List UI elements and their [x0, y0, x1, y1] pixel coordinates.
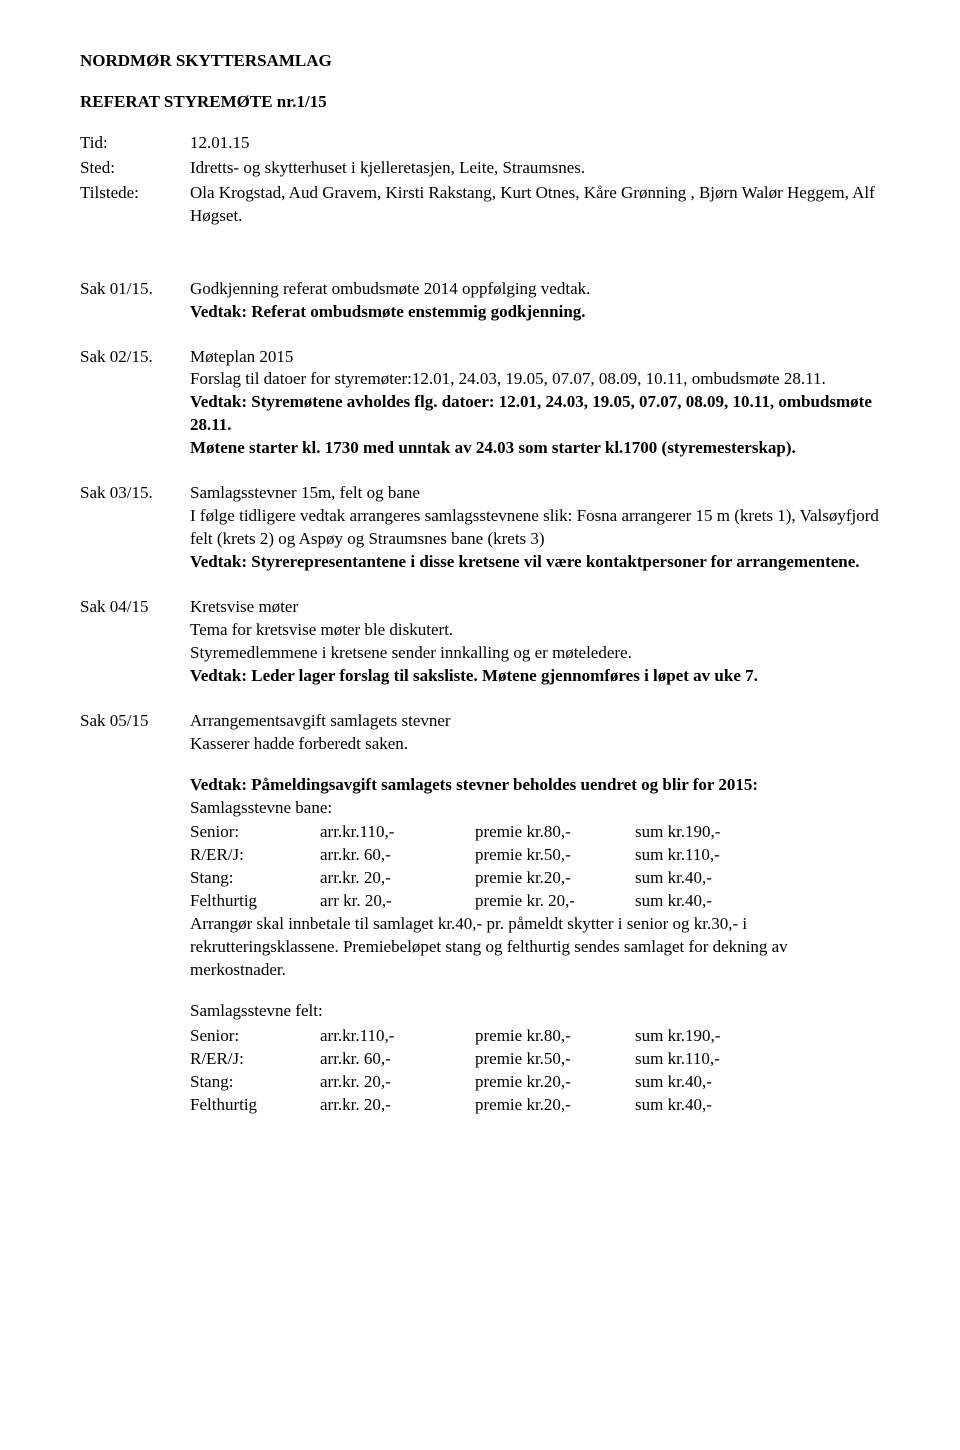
- price-cell: Stang:: [190, 867, 320, 890]
- sak-05: Sak 05/15 Arrangementsavgift samlagets s…: [80, 710, 880, 1117]
- price-cell: premie kr.50,-: [475, 1048, 635, 1071]
- price-cell: arr.kr. 20,-: [320, 1071, 475, 1094]
- doc-subtitle: REFERAT STYREMØTE nr.1/15: [80, 91, 880, 114]
- sak-02-line: Forslag til datoer for styremøter:12.01,…: [190, 368, 880, 391]
- price-cell: premie kr.20,-: [475, 867, 635, 890]
- meta-sted-value: Idretts- og skytterhuset i kjelleretasje…: [190, 157, 880, 180]
- price-cell: sum kr.190,-: [635, 821, 785, 844]
- sak-04-vedtak: Vedtak: Leder lager forslag til sakslist…: [190, 665, 880, 688]
- sak-02-vedtak: Vedtak: Styremøtene avholdes flg. datoer…: [190, 391, 880, 437]
- sak-02-vedtak: Møtene starter kl. 1730 med unntak av 24…: [190, 437, 880, 460]
- sak-05-line: Kasserer hadde forberedt saken.: [190, 733, 880, 756]
- sak-05-bane-heading: Samlagsstevne bane:: [190, 797, 880, 820]
- sak-04-label: Sak 04/15: [80, 596, 190, 688]
- price-cell: sum kr.40,-: [635, 867, 785, 890]
- sak-01-label: Sak 01/15.: [80, 278, 190, 324]
- price-cell: premie kr. 20,-: [475, 890, 635, 913]
- sak-05-label: Sak 05/15: [80, 710, 190, 1117]
- meta-block: Tid: 12.01.15 Sted: Idretts- og skytterh…: [80, 132, 880, 228]
- price-cell: R/ER/J:: [190, 1048, 320, 1071]
- sak-05-bane-note: Arrangør skal innbetale til samlaget kr.…: [190, 913, 880, 982]
- price-cell: premie kr.80,-: [475, 1025, 635, 1048]
- price-cell: arr kr. 20,-: [320, 890, 475, 913]
- sak-05-line: Arrangementsavgift samlagets stevner: [190, 710, 880, 733]
- price-cell: premie kr.20,-: [475, 1094, 635, 1117]
- sak-03-vedtak: Vedtak: Styrerepresentantene i disse kre…: [190, 551, 880, 574]
- meta-tid-label: Tid:: [80, 132, 190, 155]
- sak-03: Sak 03/15. Samlagsstevner 15m, felt og b…: [80, 482, 880, 574]
- sak-02-line: Møteplan 2015: [190, 346, 880, 369]
- price-cell: arr.kr. 20,-: [320, 1094, 475, 1117]
- sak-02-label: Sak 02/15.: [80, 346, 190, 461]
- price-cell: R/ER/J:: [190, 844, 320, 867]
- table-row: Felthurtig arr kr. 20,- premie kr. 20,- …: [190, 890, 880, 913]
- price-cell: sum kr.40,-: [635, 1094, 785, 1117]
- price-cell: arr.kr.110,-: [320, 1025, 475, 1048]
- table-row: Senior: arr.kr.110,- premie kr.80,- sum …: [190, 821, 880, 844]
- meta-tilstede-value: Ola Krogstad, Aud Gravem, Kirsti Rakstan…: [190, 182, 880, 228]
- price-cell: premie kr.80,-: [475, 821, 635, 844]
- price-cell: sum kr.110,-: [635, 1048, 785, 1071]
- table-row: R/ER/J: arr.kr. 60,- premie kr.50,- sum …: [190, 1048, 880, 1071]
- sak-01-line: Godkjenning referat ombudsmøte 2014 oppf…: [190, 278, 880, 301]
- sak-02: Sak 02/15. Møteplan 2015 Forslag til dat…: [80, 346, 880, 461]
- table-row: Stang: arr.kr. 20,- premie kr.20,- sum k…: [190, 867, 880, 890]
- table-row: Stang: arr.kr. 20,- premie kr.20,- sum k…: [190, 1071, 880, 1094]
- price-cell: sum kr.190,-: [635, 1025, 785, 1048]
- sak-01: Sak 01/15. Godkjenning referat ombudsmøt…: [80, 278, 880, 324]
- price-cell: premie kr.50,-: [475, 844, 635, 867]
- sak-01-vedtak: Vedtak: Referat ombudsmøte enstemmig god…: [190, 301, 880, 324]
- price-cell: Senior:: [190, 1025, 320, 1048]
- price-cell: arr.kr. 60,-: [320, 844, 475, 867]
- price-cell: Stang:: [190, 1071, 320, 1094]
- meta-sted-label: Sted:: [80, 157, 190, 180]
- price-cell: Felthurtig: [190, 1094, 320, 1117]
- org-title: NORDMØR SKYTTERSAMLAG: [80, 50, 880, 73]
- price-cell: Senior:: [190, 821, 320, 844]
- price-cell: sum kr.40,-: [635, 1071, 785, 1094]
- price-cell: Felthurtig: [190, 890, 320, 913]
- price-cell: sum kr.110,-: [635, 844, 785, 867]
- price-cell: sum kr.40,-: [635, 890, 785, 913]
- price-cell: premie kr.20,-: [475, 1071, 635, 1094]
- price-table-felt: Senior: arr.kr.110,- premie kr.80,- sum …: [190, 1025, 880, 1117]
- table-row: Felthurtig arr.kr. 20,- premie kr.20,- s…: [190, 1094, 880, 1117]
- price-cell: arr.kr. 60,-: [320, 1048, 475, 1071]
- sak-04-line: Tema for kretsvise møter ble diskutert.: [190, 619, 880, 642]
- price-cell: arr.kr.110,-: [320, 821, 475, 844]
- sak-03-line: Samlagsstevner 15m, felt og bane: [190, 482, 880, 505]
- sak-04: Sak 04/15 Kretsvise møter Tema for krets…: [80, 596, 880, 688]
- sak-04-line: Styremedlemmene i kretsene sender innkal…: [190, 642, 880, 665]
- sak-04-line: Kretsvise møter: [190, 596, 880, 619]
- table-row: R/ER/J: arr.kr. 60,- premie kr.50,- sum …: [190, 844, 880, 867]
- sak-03-label: Sak 03/15.: [80, 482, 190, 574]
- sak-05-felt-heading: Samlagsstevne felt:: [190, 1000, 880, 1023]
- price-cell: arr.kr. 20,-: [320, 867, 475, 890]
- sak-03-line: I følge tidligere vedtak arrangeres saml…: [190, 505, 880, 551]
- meta-tilstede-label: Tilstede:: [80, 182, 190, 228]
- meta-tid-value: 12.01.15: [190, 132, 880, 155]
- price-table-bane: Senior: arr.kr.110,- premie kr.80,- sum …: [190, 821, 880, 913]
- table-row: Senior: arr.kr.110,- premie kr.80,- sum …: [190, 1025, 880, 1048]
- sak-05-vedtak: Vedtak: Påmeldingsavgift samlagets stevn…: [190, 774, 880, 797]
